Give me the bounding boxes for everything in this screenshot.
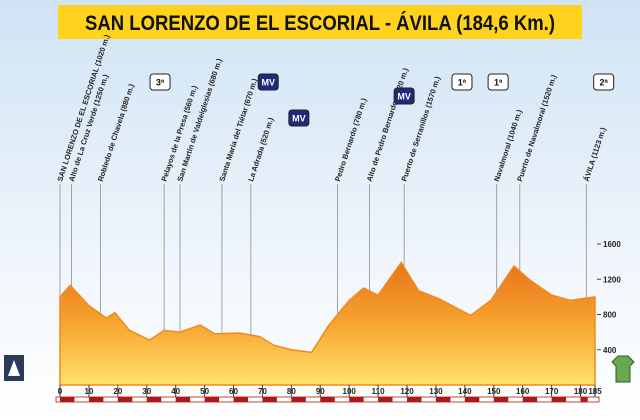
badge-label: MV xyxy=(292,114,306,124)
x-tick-label: 185 xyxy=(588,387,602,396)
badge-box xyxy=(288,109,310,127)
y-tick-label: 1600 xyxy=(603,240,621,249)
x-tick-label: 80 xyxy=(287,387,296,396)
x-tick-label: 90 xyxy=(316,387,325,396)
x-tick-label: 20 xyxy=(113,387,122,396)
x-tick-label: 30 xyxy=(142,387,151,396)
x-axis-segment xyxy=(522,397,538,402)
x-tick-label: 50 xyxy=(200,387,209,396)
badge-label: MV xyxy=(397,92,411,102)
y-tick-label: 400 xyxy=(603,346,617,355)
x-axis-segment xyxy=(493,397,509,402)
finish-icon xyxy=(611,355,635,383)
x-tick-label: 60 xyxy=(229,387,238,396)
badge-box xyxy=(451,73,473,91)
x-axis-segment xyxy=(320,397,335,402)
start-icon-mark xyxy=(8,360,20,376)
x-tick-label: 70 xyxy=(258,387,267,396)
x-tick-label: 150 xyxy=(487,387,501,396)
badge-label: MV xyxy=(261,78,275,88)
x-tick-label: 40 xyxy=(171,387,180,396)
chart-title: SAN LORENZO DE EL ESCORIAL - ÁVILA (184,… xyxy=(85,12,555,35)
x-tick-label: 120 xyxy=(400,387,414,396)
badge-label: 1ª xyxy=(494,78,503,88)
badge-box xyxy=(393,87,415,105)
y-tick-label: 800 xyxy=(603,311,617,320)
x-axis-segment xyxy=(435,397,451,402)
x-tick-label: 130 xyxy=(429,387,443,396)
x-axis-segment xyxy=(407,397,422,402)
x-axis-segment xyxy=(551,397,567,402)
x-axis-segment xyxy=(291,397,306,402)
badge-label: 1ª xyxy=(458,78,467,88)
x-tick-label: 10 xyxy=(84,387,93,396)
badge-box xyxy=(257,73,279,91)
x-axis-segment xyxy=(204,397,220,402)
badge-box xyxy=(593,73,615,91)
x-tick-label: 160 xyxy=(516,387,530,396)
badge-label: 3ª xyxy=(156,78,165,88)
x-tick-label: 110 xyxy=(372,387,385,396)
title-banner xyxy=(58,5,582,39)
x-axis-segment xyxy=(175,397,191,402)
x-axis-segment xyxy=(60,397,75,402)
badge-label: 2ª xyxy=(600,78,609,88)
x-axis-segment xyxy=(146,397,162,402)
x-axis-segment xyxy=(262,397,277,402)
x-axis-segment xyxy=(349,397,364,402)
x-axis-segment xyxy=(88,397,104,402)
x-axis-segment xyxy=(233,397,248,402)
badge-box xyxy=(487,73,509,91)
x-axis-segment xyxy=(117,397,133,402)
x-axis-segment xyxy=(580,397,588,402)
x-axis-segment xyxy=(378,397,393,402)
profile-area xyxy=(59,261,596,386)
x-tick-label: 140 xyxy=(458,387,472,396)
x-axis-segment xyxy=(464,397,480,402)
x-tick-label: 180 xyxy=(574,387,588,396)
badge-box xyxy=(149,73,171,91)
x-tick-label: 100 xyxy=(343,387,357,396)
x-tick-label: 170 xyxy=(545,387,559,396)
y-tick-label: 1200 xyxy=(603,275,621,284)
x-tick-label: 0 xyxy=(58,387,63,396)
